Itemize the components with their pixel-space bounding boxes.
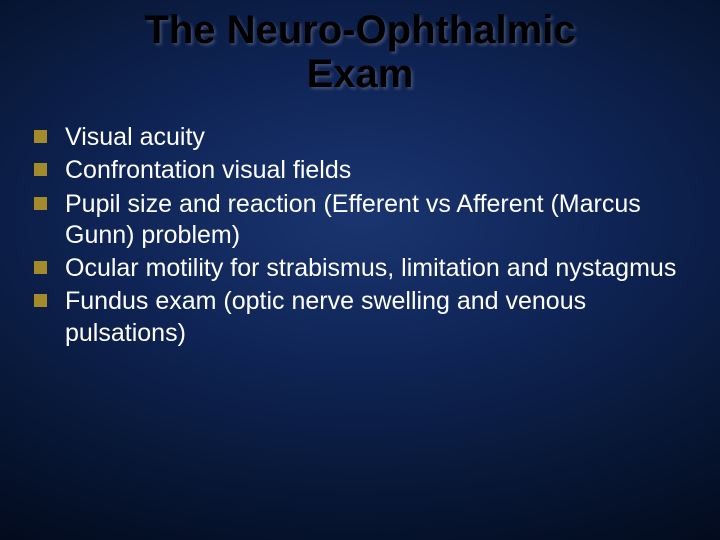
- bullet-icon: [34, 294, 47, 307]
- slide-container: The Neuro-Ophthalmic Exam Visual acuity …: [0, 0, 720, 540]
- bullet-icon: [34, 163, 47, 176]
- bullet-icon: [34, 261, 47, 274]
- list-item-text: Confrontation visual fields: [65, 155, 351, 186]
- list-item: Pupil size and reaction (Efferent vs Aff…: [34, 189, 692, 252]
- list-item: Fundus exam (optic nerve swelling and ve…: [34, 286, 692, 349]
- list-item-text: Ocular motility for strabismus, limitati…: [65, 253, 676, 284]
- bullet-icon: [34, 130, 47, 143]
- list-item: Visual acuity: [34, 122, 692, 153]
- list-item-text: Pupil size and reaction (Efferent vs Aff…: [65, 189, 692, 252]
- bullet-icon: [34, 197, 47, 210]
- slide-title: The Neuro-Ophthalmic Exam: [28, 8, 692, 96]
- slide-content: Visual acuity Confrontation visual field…: [28, 122, 692, 349]
- list-item-text: Visual acuity: [65, 122, 205, 153]
- list-item: Confrontation visual fields: [34, 155, 692, 186]
- list-item: Ocular motility for strabismus, limitati…: [34, 253, 692, 284]
- list-item-text: Fundus exam (optic nerve swelling and ve…: [65, 286, 692, 349]
